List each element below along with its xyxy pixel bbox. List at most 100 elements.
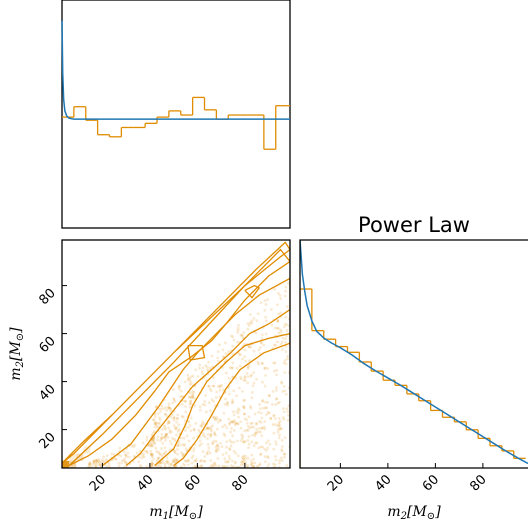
sample-point (227, 377, 231, 380)
sample-point (284, 289, 288, 293)
sample-point (244, 457, 248, 461)
sample-point (281, 390, 285, 393)
sample-point (202, 422, 206, 426)
sample-point (154, 422, 158, 426)
sample-point (252, 465, 256, 468)
sample-point (254, 331, 258, 335)
sample-point (151, 438, 155, 442)
sample-point (263, 427, 267, 431)
joint-y-tick-label: 20 (37, 430, 59, 452)
sample-point (225, 401, 229, 405)
sample-point (268, 394, 271, 398)
sample-point (252, 349, 256, 353)
joint-sample-points (86, 281, 290, 468)
sample-point (276, 319, 280, 323)
sample-point (212, 416, 216, 419)
sample-point (213, 418, 217, 422)
sample-point (168, 431, 172, 435)
sample-point (222, 432, 226, 436)
sample-point (140, 456, 144, 460)
sample-point (235, 394, 239, 398)
sample-point (275, 368, 279, 372)
sample-point (248, 359, 251, 363)
sample-point (278, 294, 282, 297)
sample-point (208, 435, 212, 439)
sample-point (177, 444, 180, 448)
sample-point (252, 444, 256, 448)
sample-point (159, 461, 163, 464)
sample-point (233, 461, 237, 465)
sample-point (177, 423, 181, 427)
sample-point (180, 451, 183, 455)
sample-point (247, 345, 251, 349)
sample-point (201, 372, 204, 376)
sample-point (284, 315, 288, 319)
sample-point (224, 460, 227, 464)
sample-point (250, 322, 254, 325)
sample-point (243, 440, 247, 444)
sample-point (236, 330, 239, 334)
sample-point (278, 428, 282, 431)
sample-point (260, 416, 264, 420)
sample-point (286, 354, 289, 358)
sample-point (226, 401, 230, 404)
sample-point (266, 298, 269, 302)
sample-point (240, 357, 244, 361)
density-block (69, 453, 77, 461)
sample-point (124, 461, 127, 465)
sample-point (250, 462, 253, 466)
sample-point (232, 413, 236, 417)
m2-marginal-panel: Power Law 20 40 60 80 m2[M⊙] (299, 213, 528, 522)
sample-point (159, 436, 163, 440)
sample-point (237, 408, 241, 412)
sample-point (177, 442, 180, 446)
sample-point (95, 459, 99, 462)
sample-point (257, 430, 261, 434)
sample-point (192, 436, 196, 440)
sample-point (250, 440, 254, 444)
sample-point (153, 421, 157, 425)
sample-point (172, 416, 176, 419)
sample-point (241, 462, 245, 466)
sample-point (284, 362, 288, 366)
contour-line (244, 284, 261, 299)
sample-point (258, 346, 262, 350)
sample-point (251, 461, 254, 465)
sample-point (159, 461, 163, 465)
sample-point (172, 418, 176, 422)
sample-point (283, 294, 287, 298)
sample-point (235, 366, 239, 370)
sample-point (152, 418, 155, 422)
sample-point (223, 423, 227, 427)
sample-point (257, 446, 261, 450)
sample-point (264, 441, 268, 445)
sample-point (277, 312, 281, 316)
sample-point (200, 425, 204, 428)
sample-point (145, 435, 149, 439)
sample-point (211, 415, 215, 419)
sample-point (194, 421, 198, 425)
sample-point (209, 433, 213, 436)
sample-point (153, 415, 157, 418)
sample-point (281, 407, 285, 411)
sample-point (197, 465, 201, 468)
sample-point (221, 388, 225, 392)
sample-point (206, 443, 210, 446)
sample-point (163, 436, 167, 439)
sample-point (239, 439, 243, 442)
sample-point (225, 460, 229, 464)
sample-point (92, 459, 96, 463)
sample-point (133, 443, 137, 447)
sample-point (187, 376, 190, 380)
sample-point (175, 458, 179, 462)
sample-point (201, 450, 205, 454)
sample-point (213, 431, 216, 434)
sample-point (249, 405, 252, 408)
sample-point (143, 449, 147, 453)
sample-point (218, 388, 222, 392)
sample-point (242, 457, 246, 461)
sample-point (188, 395, 191, 399)
sample-point (239, 463, 243, 467)
sample-point (167, 406, 171, 410)
sample-point (154, 446, 158, 450)
